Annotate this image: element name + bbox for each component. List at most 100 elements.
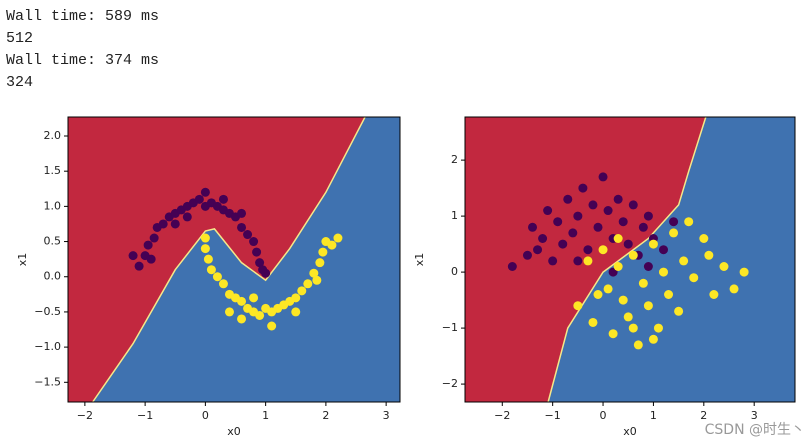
point: [315, 258, 325, 268]
y-tick-label: 1: [451, 209, 458, 222]
x-tick-label: 0: [202, 409, 209, 422]
x-tick-label: 2: [700, 409, 707, 422]
x-tick-label: −2: [77, 409, 93, 422]
point: [182, 212, 192, 222]
point: [598, 245, 608, 255]
point: [648, 239, 658, 249]
point: [249, 293, 259, 303]
point: [628, 250, 638, 260]
point: [538, 234, 548, 244]
region: [68, 117, 366, 402]
x-tick-label: 0: [600, 409, 607, 422]
point: [578, 183, 588, 193]
point: [206, 265, 216, 275]
y-tick-label: 2.0: [44, 129, 62, 142]
point: [143, 240, 153, 250]
point: [598, 172, 608, 182]
y-tick-label: 0: [451, 265, 458, 278]
point: [194, 194, 204, 204]
point: [643, 301, 653, 311]
decision-boundary: [92, 116, 366, 403]
y-tick-label: 0.0: [44, 270, 62, 283]
point: [200, 233, 210, 243]
point: [674, 306, 684, 316]
point: [659, 245, 669, 255]
point: [218, 194, 228, 204]
x-tick-label: −1: [545, 409, 561, 422]
y-tick-label: −2: [442, 377, 458, 390]
point: [553, 217, 563, 227]
y-tick-label: 0.5: [44, 235, 62, 248]
y-tick-label: 2: [451, 153, 458, 166]
point: [327, 240, 337, 250]
point: [291, 307, 301, 317]
point: [583, 245, 593, 255]
point: [623, 239, 633, 249]
point: [568, 228, 578, 238]
point: [588, 200, 598, 210]
point: [583, 256, 593, 266]
point: [258, 265, 268, 275]
point: [200, 187, 210, 197]
point: [664, 289, 674, 299]
point: [237, 314, 247, 324]
point: [249, 237, 259, 247]
point: [158, 219, 168, 229]
point: [603, 206, 613, 216]
point: [659, 267, 669, 277]
point: [618, 295, 628, 305]
point: [297, 286, 307, 296]
point: [212, 272, 222, 282]
point: [170, 219, 180, 229]
point: [643, 211, 653, 221]
point: [603, 284, 613, 294]
point: [318, 247, 328, 257]
point: [593, 289, 603, 299]
point: [237, 296, 247, 306]
point: [243, 230, 253, 240]
point: [573, 211, 583, 221]
point: [613, 261, 623, 271]
x-axis-label: x0: [227, 425, 241, 438]
point: [312, 275, 322, 285]
point: [593, 222, 603, 232]
point: [267, 321, 277, 331]
x-tick-label: 2: [322, 409, 329, 422]
output-line: 512: [6, 30, 34, 47]
x-tick-label: 1: [262, 409, 269, 422]
y-tick-label: −1.0: [34, 340, 61, 353]
point: [628, 323, 638, 333]
point: [255, 258, 265, 268]
point: [689, 273, 699, 283]
point: [237, 208, 247, 218]
point: [522, 250, 532, 260]
point: [613, 194, 623, 204]
y-axis-label: x1: [413, 253, 426, 267]
x-tick-label: 1: [650, 409, 657, 422]
point: [623, 312, 633, 322]
point: [648, 334, 658, 344]
point: [149, 233, 159, 243]
point: [528, 222, 538, 232]
point: [628, 200, 638, 210]
point: [203, 254, 213, 264]
point: [146, 254, 156, 264]
point: [200, 244, 210, 254]
point: [558, 239, 568, 249]
y-tick-label: −1.5: [34, 375, 61, 388]
y-tick-label: 1.5: [44, 164, 62, 177]
y-axis-label: x1: [16, 253, 29, 267]
point: [548, 256, 558, 266]
point: [588, 317, 598, 327]
point: [613, 234, 623, 244]
point: [653, 323, 663, 333]
point: [684, 217, 694, 227]
point: [533, 245, 543, 255]
decision-boundary: [547, 116, 707, 403]
point: [669, 228, 679, 238]
point: [739, 267, 749, 277]
cell-output: Wall time: 589 ms 512 Wall time: 374 ms …: [6, 6, 159, 94]
point: [699, 234, 709, 244]
point: [679, 256, 689, 266]
point: [333, 233, 343, 243]
